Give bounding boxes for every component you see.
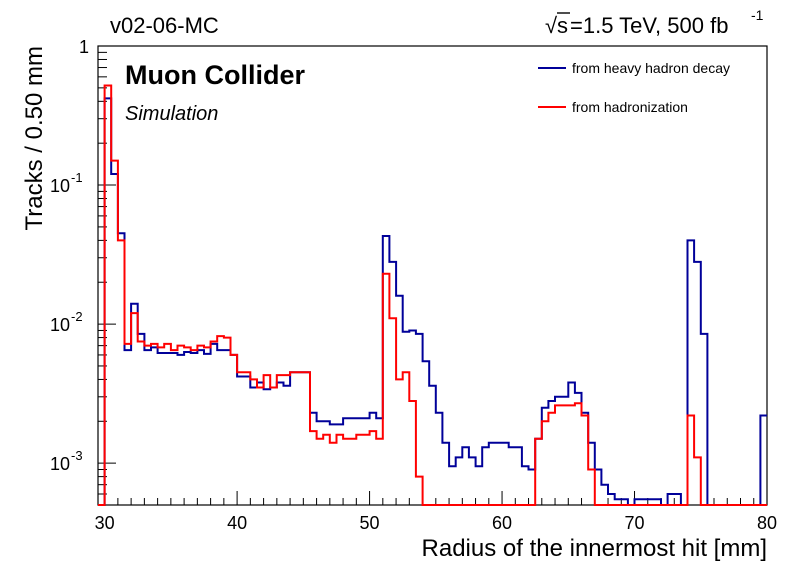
experiment-label: Muon Collider: [125, 60, 305, 90]
x-tick-label: 70: [625, 513, 645, 533]
y-tick-exponent: -3: [71, 448, 83, 463]
legend-label-hadronization: from hadronization: [572, 99, 688, 115]
energy-label: √ s =1.5 TeV, 500 fb -1: [545, 7, 764, 38]
y-tick-exponent: -1: [71, 170, 83, 185]
y-tick-base: 1: [79, 37, 89, 57]
x-axis: 30 40 50 60 70 80: [95, 491, 777, 533]
y-axis: 110-110-210-3: [50, 37, 116, 506]
series-layer: [98, 84, 767, 506]
x-tick-label: 30: [95, 513, 115, 533]
y-tick-base: 10: [50, 454, 70, 474]
y-tick-label: 10 -3: [50, 448, 83, 474]
y-tick-label: 10 -1: [50, 170, 83, 196]
series-hadronization-line: [98, 84, 767, 506]
legend-label-heavy-hadron: from heavy hadron decay: [572, 60, 730, 76]
y-axis-label: Tracks / 0.50 mm: [21, 46, 48, 230]
y-tick-base: 10: [50, 315, 70, 335]
energy-sqrt-s: s: [557, 13, 568, 38]
simulation-label: Simulation: [125, 103, 218, 125]
y-tick-exponent: -2: [71, 309, 83, 324]
x-tick-label: 40: [227, 513, 247, 533]
x-tick-label: 60: [492, 513, 512, 533]
y-tick-label: 10 -2: [50, 309, 83, 335]
version-label: v02-06-MC: [110, 13, 219, 38]
y-tick-base: 10: [50, 176, 70, 196]
x-tick-label: 80: [757, 513, 777, 533]
legend: from heavy hadron decay from hadronizati…: [538, 60, 730, 115]
energy-value: =1.5 TeV, 500 fb: [570, 13, 728, 38]
x-axis-label: Radius of the innermost hit [mm]: [422, 535, 767, 562]
energy-superscript: -1: [751, 7, 764, 23]
energy-sqrt-symbol: √: [545, 13, 558, 38]
y-tick-label: 1: [79, 37, 89, 57]
x-tick-label: 50: [360, 513, 380, 533]
